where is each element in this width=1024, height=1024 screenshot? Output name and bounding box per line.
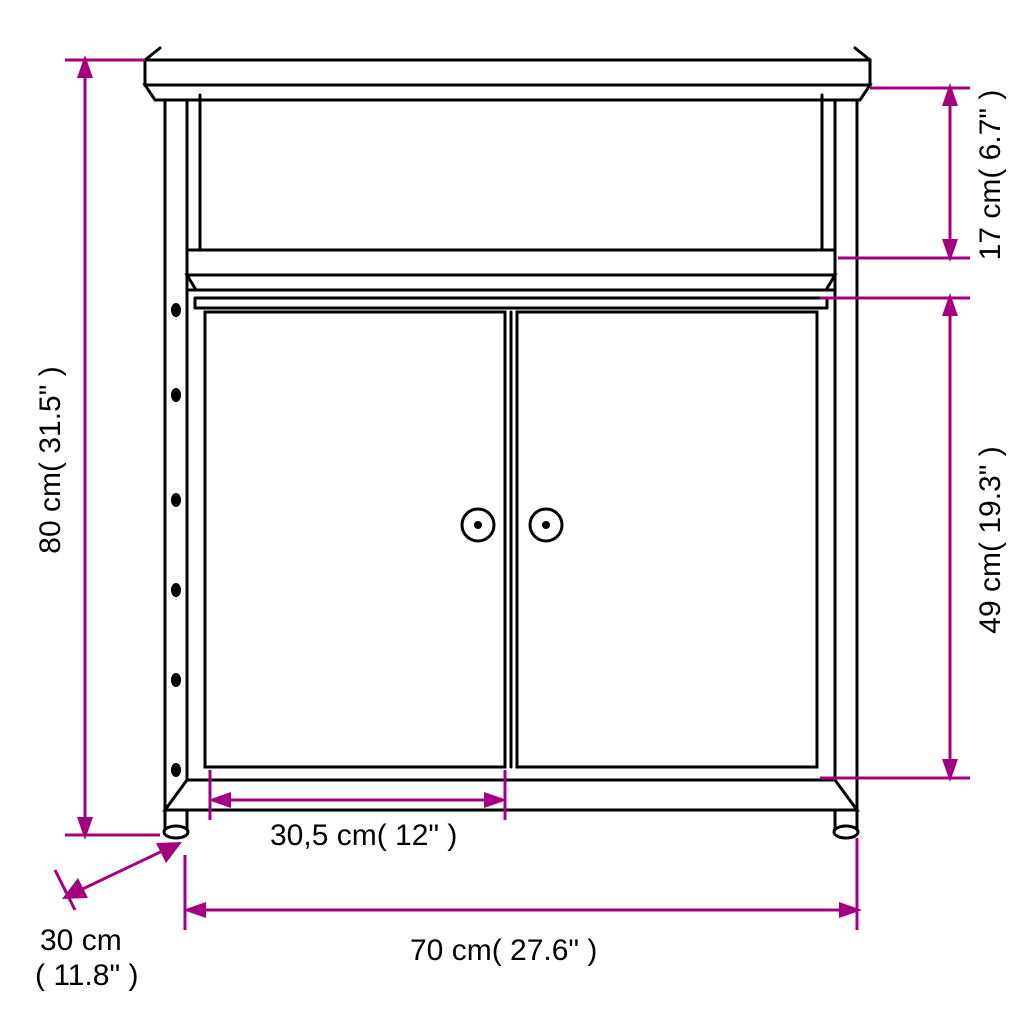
- dim-depth: 30 cm: [40, 924, 122, 957]
- svg-text:( 11.8" ): ( 11.8" ): [35, 959, 138, 992]
- top-panel: [145, 60, 870, 85]
- dim-width: 70 cm( 27.6" ): [410, 934, 597, 967]
- left-door: [205, 312, 505, 767]
- front-left-post: [165, 100, 187, 830]
- bottom-rail: [165, 780, 857, 810]
- right-door: [517, 312, 817, 767]
- top-panel-front: [145, 85, 870, 100]
- shelf-panel-front: [187, 275, 835, 290]
- dim-door-height: 49 cm( 19.3" ): [974, 446, 1007, 633]
- dim-door-width: 30,5 cm( 12" ): [270, 819, 457, 852]
- dimension-diagram: 80 cm( 31.5" ) 30 cm ( 11.8" ) 70 cm( 27…: [0, 0, 1024, 1024]
- dim-height: 80 cm( 31.5" ): [34, 366, 67, 553]
- shelf-panel: [187, 250, 835, 275]
- dim-shelf-gap: 17 cm( 6.7" ): [974, 90, 1007, 261]
- front-right-post: [835, 100, 857, 830]
